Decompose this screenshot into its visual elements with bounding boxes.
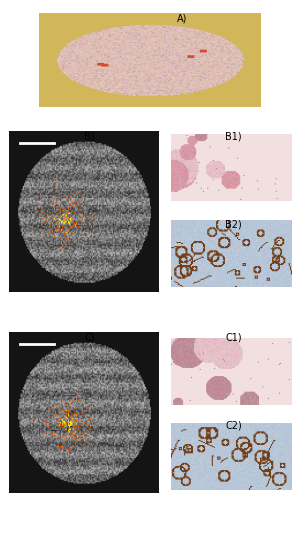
Text: A): A) [177,13,188,24]
Text: C): C) [84,332,94,343]
Text: B): B) [84,131,94,142]
Text: B2): B2) [225,220,242,230]
Text: C1): C1) [225,332,242,343]
Text: C2): C2) [225,421,242,431]
Text: B1): B1) [225,131,242,142]
